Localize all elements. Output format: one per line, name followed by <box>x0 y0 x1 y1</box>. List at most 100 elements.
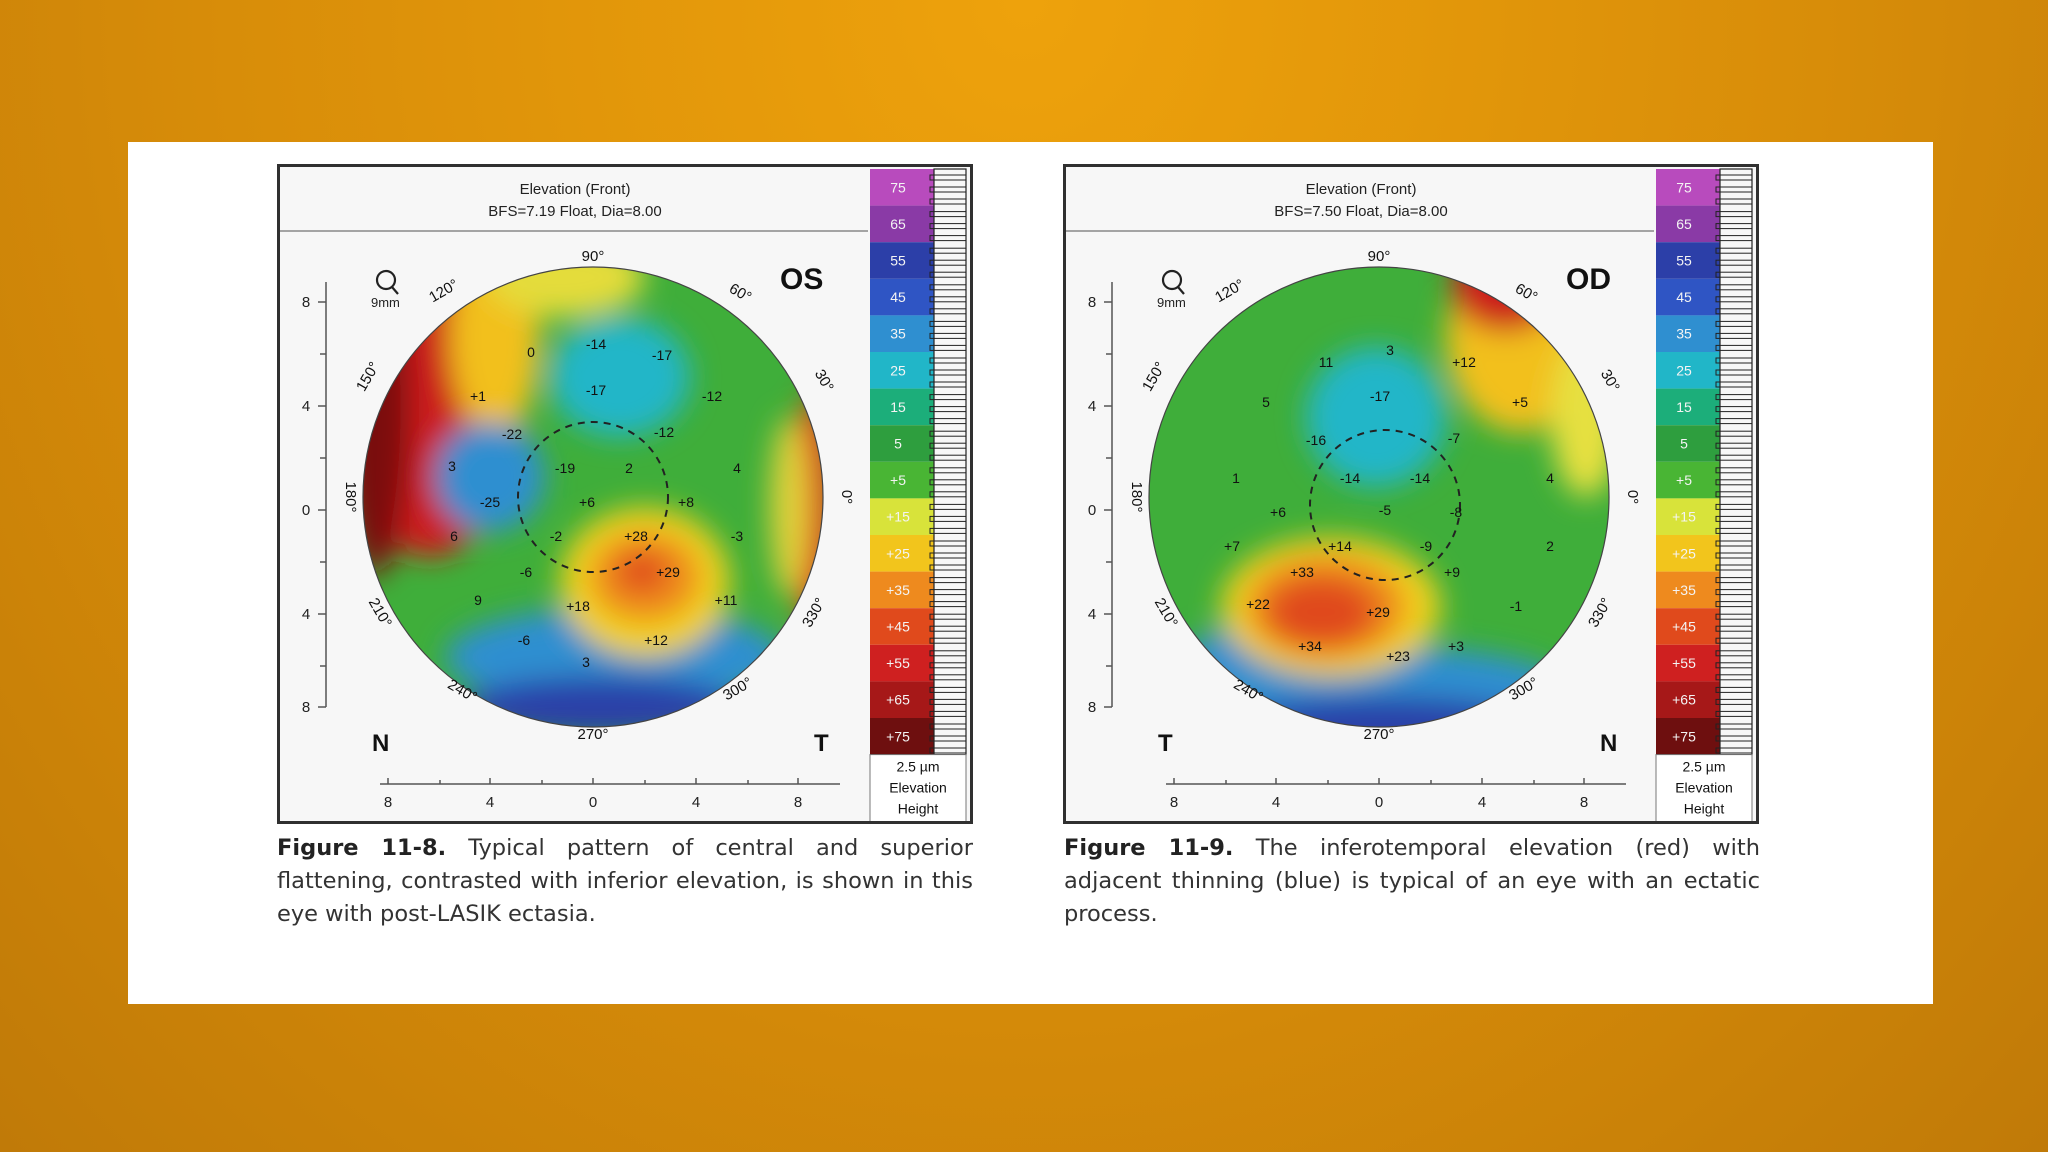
scale-label: +15 <box>1672 509 1696 525</box>
magnifier-icon[interactable] <box>1161 269 1185 295</box>
elevation-value: +6 <box>579 494 595 510</box>
elevation-value: -17 <box>1370 388 1390 404</box>
elevation-value: 0 <box>527 344 535 360</box>
map-title-line1: Elevation (Front) <box>519 181 631 198</box>
angle-label: 120° <box>426 276 461 306</box>
elevation-value: +29 <box>1366 604 1390 620</box>
elevation-value: 3 <box>582 654 590 670</box>
angle-label: 330° <box>799 595 829 630</box>
y-tick-label: 4 <box>302 606 310 623</box>
scale-swatch <box>870 278 934 316</box>
scale-label: +75 <box>886 728 910 744</box>
map-title: Elevation (Front) BFS=7.19 Float, Dia=8.… <box>280 179 870 223</box>
scale-label: 45 <box>1676 289 1692 305</box>
elevation-value: +8 <box>678 494 694 510</box>
scale-swatch <box>1656 352 1720 389</box>
scale-swatch <box>1656 278 1720 316</box>
elevation-value: 9 <box>474 592 482 608</box>
elevation-value: -9 <box>1420 538 1433 554</box>
x-tick-label: 4 <box>1272 794 1280 811</box>
elevation-value: -12 <box>702 388 722 404</box>
scale-label: 45 <box>890 289 906 305</box>
elevation-value: +7 <box>1224 538 1240 554</box>
x-tick-label: 8 <box>1580 794 1588 811</box>
scale-swatch <box>870 169 934 206</box>
y-tick-label: 8 <box>302 294 310 311</box>
elevation-value: +12 <box>1452 354 1476 370</box>
y-tick-label: 0 <box>302 502 310 519</box>
elevation-value: -5 <box>1379 502 1392 518</box>
scale-label: +25 <box>1672 545 1696 561</box>
angle-label: 150° <box>353 359 383 394</box>
elevation-value: -17 <box>586 382 606 398</box>
elevation-value: 2 <box>1546 538 1554 554</box>
scale-label: 15 <box>890 399 906 415</box>
scale-label: 25 <box>890 362 906 378</box>
scale-label: 75 <box>1676 179 1692 195</box>
scale-footer-text: Height <box>1684 801 1725 817</box>
scale-swatch <box>870 498 934 535</box>
scale-swatch <box>1656 498 1720 535</box>
elevation-value: -6 <box>520 564 533 580</box>
zoom-label: 9mm <box>371 295 400 310</box>
caption-text: The inferotemporal elevation (red) with … <box>1064 835 1760 927</box>
scale-footer-text: 2.5 µm <box>1682 759 1725 775</box>
scale-footer-text: 2.5 µm <box>896 759 939 775</box>
scale-label: +25 <box>886 545 910 561</box>
elevation-value: -16 <box>1306 432 1326 448</box>
angle-label: 120° <box>1212 276 1247 306</box>
elevation-value: 2 <box>625 460 633 476</box>
y-axis-ruler <box>318 282 327 708</box>
elevation-value: +14 <box>1328 538 1352 554</box>
elevation-value: -2 <box>550 528 563 544</box>
elevation-value: +34 <box>1298 638 1322 654</box>
x-tick-label: 0 <box>589 794 597 811</box>
eye-label: OD <box>1566 263 1611 296</box>
scale-label: +45 <box>1672 619 1696 635</box>
scale-footer-text: Height <box>898 801 939 817</box>
x-tick-label: 8 <box>384 794 392 811</box>
elevation-value: 4 <box>1546 470 1554 486</box>
x-tick-label: 8 <box>794 794 802 811</box>
scale-footer-text: Elevation <box>889 780 947 796</box>
scale-swatch <box>1656 535 1720 572</box>
scale-swatch <box>870 315 934 352</box>
color-map <box>1149 267 1609 727</box>
angle-label: 330° <box>1585 595 1615 630</box>
elevation-value: +33 <box>1290 564 1314 580</box>
map-title-line2: BFS=7.19 Float, Dia=8.00 <box>488 203 662 220</box>
figure-caption: Figure 11-8. Typical pattern of central … <box>277 832 973 931</box>
elevation-map-panel-od: Elevation (Front) BFS=7.50 Float, Dia=8.… <box>1063 164 1759 824</box>
elevation-value: -14 <box>1340 470 1360 486</box>
elevation-value: +29 <box>656 564 680 580</box>
elevation-value: +22 <box>1246 596 1270 612</box>
caption-label: Figure 11-9. <box>1064 835 1234 861</box>
y-tick-label: 4 <box>302 398 310 415</box>
scale-label: 65 <box>1676 216 1692 232</box>
scale-label: 15 <box>1676 399 1692 415</box>
angle-label: 30° <box>1597 367 1623 395</box>
x-tick-label: 8 <box>1170 794 1178 811</box>
scale-swatch <box>870 242 934 279</box>
scale-label: +5 <box>890 472 906 488</box>
elevation-value: 3 <box>1386 342 1394 358</box>
scale-swatch <box>870 644 934 682</box>
map-title-line1: Elevation (Front) <box>1305 181 1417 198</box>
elevation-value: -14 <box>586 336 606 352</box>
x-axis-ruler <box>1166 778 1626 785</box>
elevation-value: 5 <box>1262 394 1270 410</box>
elevation-value: 1 <box>1232 470 1240 486</box>
y-tick-label: 0 <box>1088 502 1096 519</box>
scale-swatch <box>1656 608 1720 645</box>
angle-label: 60° <box>726 280 754 306</box>
scale-label: 35 <box>1676 326 1692 342</box>
scale-swatch <box>1656 461 1720 499</box>
scale-swatch <box>870 608 934 645</box>
elevation-value: -22 <box>502 426 522 442</box>
scale-label: 5 <box>894 436 902 452</box>
magnifier-icon[interactable] <box>375 269 399 295</box>
scale-swatch <box>1656 205 1720 243</box>
elevation-value: 11 <box>1319 354 1334 370</box>
scale-label: 55 <box>1676 253 1692 269</box>
scale-swatch <box>870 571 934 609</box>
